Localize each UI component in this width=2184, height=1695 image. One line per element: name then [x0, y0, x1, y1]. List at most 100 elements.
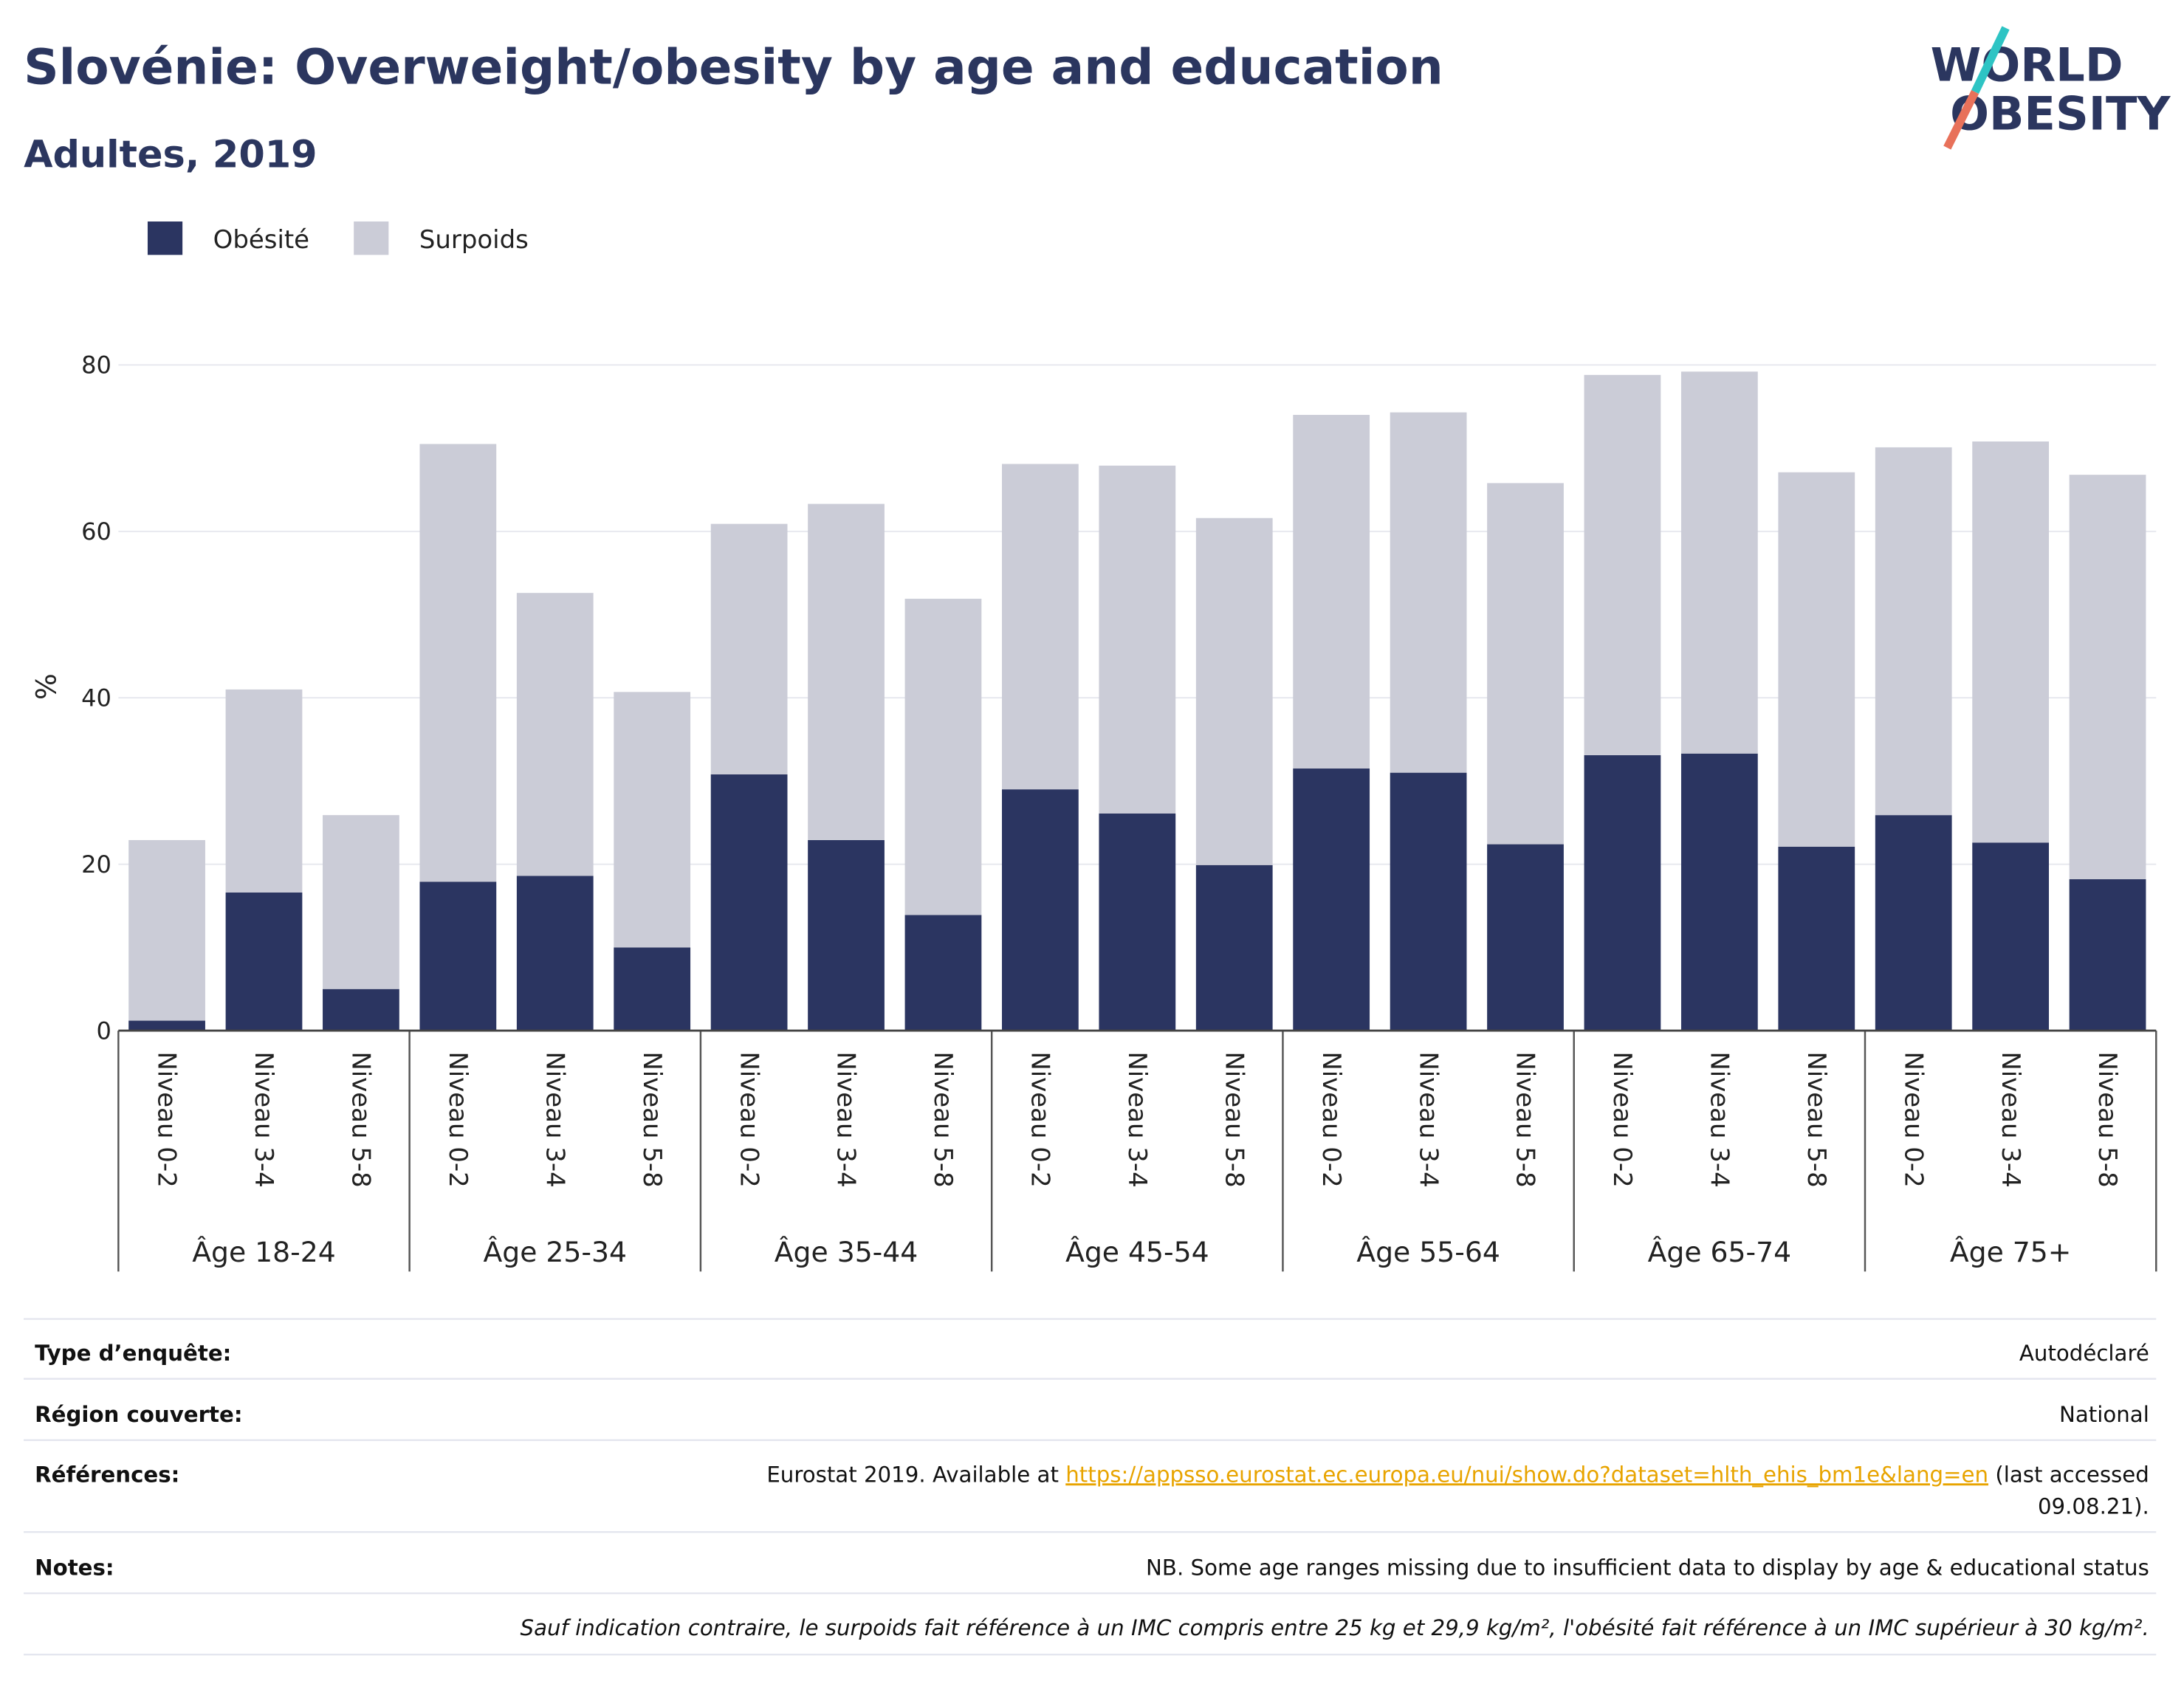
bar-segment	[710, 523, 788, 774]
bar-segment	[128, 1020, 205, 1031]
bar-segment	[1778, 846, 1855, 1031]
x-tick-label: Niveau 0-2	[152, 1051, 182, 1187]
x-tick-label: Niveau 0-2	[443, 1051, 473, 1187]
bar-segment	[516, 876, 594, 1031]
footnote: Sauf indication contraire, le surpoids f…	[521, 1615, 2149, 1640]
bar-segment	[419, 881, 497, 1031]
bar-segment	[1002, 464, 1079, 790]
x-tick-label: Niveau 5-8	[1219, 1051, 1249, 1187]
x-tick-label: Niveau 3-4	[540, 1051, 569, 1187]
bar-segment	[1778, 472, 1855, 847]
x-tick-label: Niveau 5-8	[1511, 1051, 1540, 1187]
bar-segment	[1972, 441, 2050, 843]
y-tick-label: 40	[81, 684, 111, 712]
bar-segment	[323, 815, 399, 989]
bar-segment	[1195, 864, 1273, 1031]
bar-segment	[1293, 769, 1370, 1031]
bar-segment	[1875, 815, 1952, 1031]
bar-segment	[1584, 374, 1661, 755]
x-tick-label: Niveau 3-4	[1122, 1051, 1152, 1187]
bar-segment	[904, 915, 982, 1031]
logo-slash	[1943, 90, 1979, 150]
bar-segment	[1875, 447, 1952, 816]
x-tick-label: Niveau 0-2	[1026, 1051, 1055, 1187]
bar-segment	[419, 444, 497, 882]
y-axis-label: %	[30, 673, 62, 700]
x-tick-label: Niveau 3-4	[831, 1051, 861, 1187]
x-tick-label: Niveau 3-4	[1705, 1051, 1734, 1187]
bar-segment	[1099, 813, 1176, 1031]
table-label: Notes:	[35, 1555, 114, 1581]
x-tick-label: Niveau 5-8	[2092, 1051, 2122, 1187]
reference-text: Eurostat 2019. Available at	[766, 1462, 1065, 1487]
bar-segment	[225, 892, 303, 1031]
legend-swatch	[354, 221, 389, 255]
logo-slash	[1971, 26, 2010, 94]
bar-segment	[2069, 879, 2146, 1031]
bar-segment	[1099, 465, 1176, 814]
group-label: Âge 45-54	[1065, 1236, 1209, 1268]
bar-segment	[1584, 754, 1661, 1031]
bar-segment	[323, 989, 399, 1031]
bar-segment	[225, 689, 303, 893]
table-label: Région couverte:	[35, 1402, 242, 1427]
x-tick-label: Niveau 3-4	[1413, 1051, 1443, 1187]
bar-segment	[1487, 483, 1564, 845]
bar-segment	[1487, 844, 1564, 1031]
bar-segment	[2069, 475, 2146, 879]
table-value: National	[2059, 1402, 2149, 1427]
x-tick-label: Niveau 0-2	[1316, 1051, 1346, 1187]
group-label: Âge 25-34	[483, 1236, 627, 1268]
x-tick-label: Niveau 0-2	[1898, 1051, 1928, 1187]
x-tick-label: Niveau 0-2	[1607, 1051, 1637, 1187]
group-label: Âge 55-64	[1356, 1236, 1500, 1268]
legend-swatch	[147, 221, 183, 255]
bar-segment	[904, 599, 982, 915]
y-tick-label: 60	[81, 518, 111, 546]
legend-label: Surpoids	[419, 225, 529, 255]
logo: WORLD OBESITY	[1931, 26, 2171, 150]
bar-segment	[1002, 789, 1079, 1031]
y-tick-label: 0	[97, 1017, 111, 1045]
bar-segment	[128, 839, 205, 1021]
logo-text: WORLD	[1931, 38, 2123, 92]
x-tick-label: Niveau 5-8	[637, 1051, 667, 1187]
x-tick-label: Niveau 0-2	[734, 1051, 763, 1187]
reference-link: https://appsso.eurostat.ec.europa.eu/nui…	[1065, 1462, 1988, 1487]
bar-segment	[1390, 412, 1467, 773]
x-tick-label: Niveau 3-4	[1996, 1051, 2025, 1187]
bar-segment	[808, 839, 885, 1031]
group-label: Âge 75+	[1950, 1236, 2072, 1268]
bar-segment	[710, 774, 788, 1031]
bar-segment	[1972, 842, 2050, 1031]
x-tick-label: Niveau 3-4	[249, 1051, 278, 1187]
chart-title: Slovénie: Overweight/obesity by age and …	[24, 38, 1443, 95]
bar-segment	[1680, 753, 1758, 1031]
y-tick-label: 80	[81, 351, 111, 379]
group-label: Âge 65-74	[1648, 1236, 1792, 1268]
group-label: Âge 35-44	[775, 1236, 918, 1268]
table-value: NB. Some age ranges missing due to insuf…	[1146, 1555, 2149, 1581]
table-value: 09.08.21).	[2038, 1494, 2149, 1519]
bar-segment	[1195, 518, 1273, 865]
bar-segment	[614, 692, 691, 948]
reference-text: (last accessed	[1988, 1462, 2149, 1487]
bar-segment	[1390, 772, 1467, 1031]
bar-segment	[516, 593, 594, 876]
table-value: Autodéclaré	[2019, 1341, 2149, 1366]
logo-text: OBESITY	[1950, 87, 2171, 141]
bar-segment	[614, 947, 691, 1031]
x-tick-label: Niveau 5-8	[1802, 1051, 1831, 1187]
x-tick-label: Niveau 5-8	[346, 1051, 376, 1187]
legend-label: Obésité	[213, 225, 309, 255]
y-tick-label: 20	[81, 850, 111, 879]
table-label: Type d’enquête:	[35, 1341, 231, 1366]
bar-segment	[1680, 371, 1758, 754]
bar-segment	[1293, 414, 1370, 769]
x-tick-label: Niveau 5-8	[928, 1051, 958, 1187]
bar-segment	[808, 503, 885, 840]
group-label: Âge 18-24	[192, 1236, 336, 1268]
chart-subtitle: Adultes, 2019	[24, 133, 317, 176]
table-value: Eurostat 2019. Available at https://apps…	[766, 1462, 2149, 1487]
